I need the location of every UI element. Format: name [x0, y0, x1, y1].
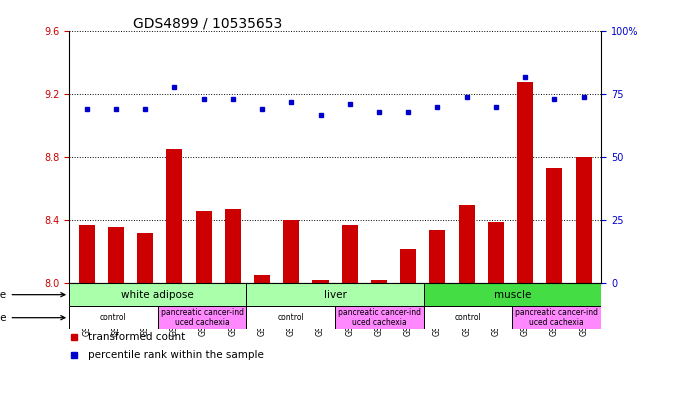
Text: GDS4899 / 10535653: GDS4899 / 10535653: [133, 16, 282, 30]
Bar: [513, 306, 601, 329]
Text: transformed count: transformed count: [88, 332, 185, 342]
Bar: [517, 82, 533, 283]
Text: percentile rank within the sample: percentile rank within the sample: [88, 350, 263, 360]
Bar: [424, 306, 513, 329]
Bar: [69, 283, 247, 306]
Bar: [283, 220, 299, 283]
Text: control: control: [455, 313, 482, 322]
Bar: [247, 306, 335, 329]
Bar: [254, 275, 270, 283]
Text: pancreatic cancer-ind
uced cachexia: pancreatic cancer-ind uced cachexia: [515, 308, 598, 327]
Bar: [225, 209, 241, 283]
Text: pancreatic cancer-ind
uced cachexia: pancreatic cancer-ind uced cachexia: [160, 308, 244, 327]
Bar: [576, 157, 591, 283]
Bar: [108, 226, 124, 283]
Bar: [488, 222, 504, 283]
Text: pancreatic cancer-ind
uced cachexia: pancreatic cancer-ind uced cachexia: [338, 308, 421, 327]
Bar: [429, 230, 446, 283]
Text: liver: liver: [323, 290, 347, 300]
Bar: [196, 211, 211, 283]
Text: disease state: disease state: [0, 313, 65, 323]
Bar: [69, 306, 158, 329]
Bar: [137, 233, 153, 283]
Text: muscle: muscle: [494, 290, 531, 300]
Bar: [342, 225, 358, 283]
Bar: [335, 306, 424, 329]
Bar: [459, 204, 475, 283]
Bar: [247, 283, 424, 306]
Bar: [167, 149, 182, 283]
Bar: [312, 280, 328, 283]
Bar: [79, 225, 95, 283]
Bar: [547, 168, 562, 283]
Bar: [158, 306, 247, 329]
Text: control: control: [277, 313, 304, 322]
Bar: [400, 248, 416, 283]
Bar: [371, 280, 387, 283]
Bar: [424, 283, 601, 306]
Text: control: control: [100, 313, 127, 322]
Text: tissue: tissue: [0, 290, 65, 300]
Text: white adipose: white adipose: [122, 290, 194, 300]
